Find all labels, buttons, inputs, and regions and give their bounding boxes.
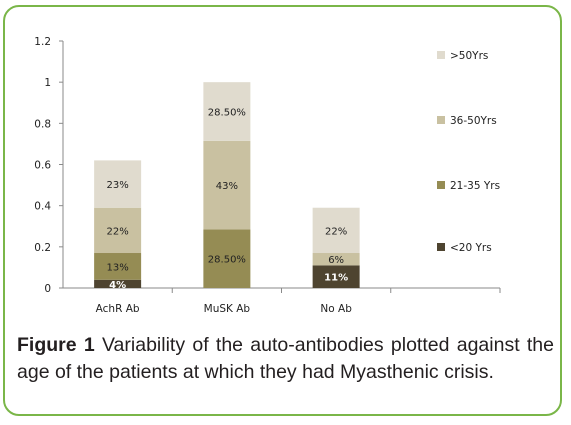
- bar-segment: [94, 279, 142, 288]
- figure-frame: [3, 5, 562, 416]
- y-tick-label: 0.2: [34, 242, 51, 254]
- figure-caption: Figure 1 Variability of the auto-antibod…: [17, 332, 554, 386]
- legend-swatch: [437, 181, 445, 189]
- x-tick-label: No Ab: [320, 303, 352, 315]
- y-tick-label: 0: [44, 283, 51, 295]
- y-tick-label: 1.2: [34, 36, 51, 48]
- bar-segment: [203, 229, 251, 288]
- x-tick-label: AchR Ab: [96, 303, 140, 315]
- legend-label: 21-35 Yrs: [450, 180, 500, 192]
- data-label: 28.50%: [208, 107, 246, 118]
- bar-segment: [203, 140, 251, 230]
- bar-segment: [94, 253, 142, 280]
- legend-swatch: [437, 51, 445, 59]
- data-label: 43%: [216, 181, 238, 192]
- data-label: 22%: [107, 226, 129, 237]
- legend-swatch: [437, 243, 445, 251]
- caption-text: Variability of the auto-antibodies plott…: [17, 334, 554, 383]
- y-tick-label: 0.8: [34, 118, 51, 130]
- data-label: 23%: [107, 180, 129, 191]
- bar-segment: [312, 265, 360, 288]
- bar-segment: [312, 253, 360, 266]
- stacked-bar-chart: 0 0.2 0.4 0.6 0.8 1 1.2 4% 13% 22% 23% AchR Ab 28.50…: [34, 36, 501, 315]
- legend-label: <20 Yrs: [450, 242, 492, 254]
- data-label: 13%: [107, 262, 129, 273]
- data-label: 6%: [328, 255, 344, 266]
- caption-label: Figure 1: [17, 334, 95, 356]
- bar-segment: [203, 82, 251, 141]
- legend-swatch: [437, 116, 445, 124]
- y-tick-label: 0.6: [34, 160, 51, 172]
- bar-segment: [94, 207, 142, 254]
- data-label: 28.50%: [208, 255, 246, 266]
- y-tick-label: 0.4: [34, 201, 51, 213]
- y-tick-label: 1: [44, 77, 51, 89]
- bar-segment: [312, 207, 360, 254]
- legend-label: >50Yrs: [450, 50, 488, 62]
- bar-segment: [94, 160, 142, 208]
- data-label: 22%: [325, 226, 347, 237]
- data-label: 4%: [109, 280, 126, 291]
- x-tick-label: MuSK Ab: [204, 303, 251, 315]
- legend-label: 36-50Yrs: [450, 115, 497, 127]
- data-label: 11%: [324, 273, 348, 284]
